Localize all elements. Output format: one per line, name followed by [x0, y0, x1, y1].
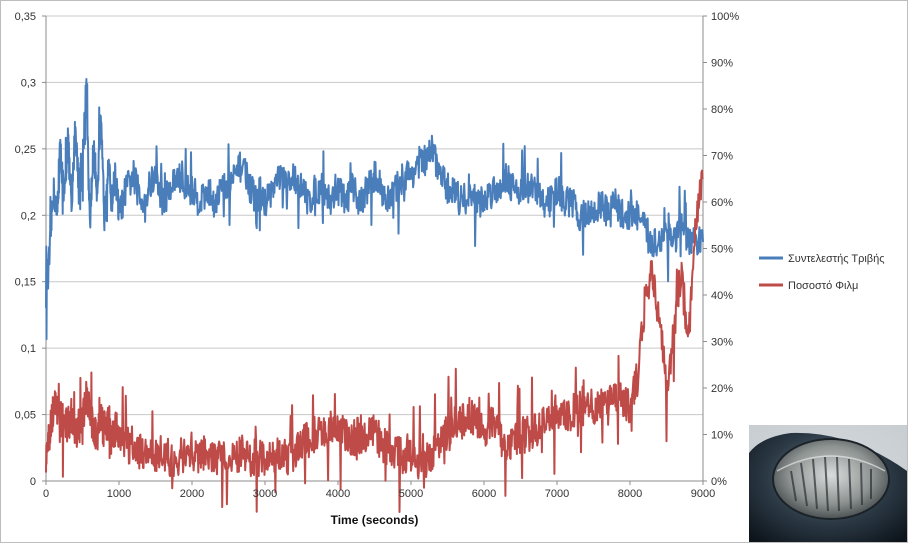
y-left-tick-label: 0,2 — [21, 210, 36, 222]
x-tick-label: 6000 — [472, 488, 496, 500]
y-left-tick-label: 0,05 — [15, 410, 36, 422]
y-left-tick-label: 0,3 — [21, 77, 36, 89]
x-tick-label: 2000 — [180, 488, 204, 500]
tick-labels: 0 0,05 0,1 0,15 0,2 0,25 0,3 0,35 0% 10% 20% 30% 40%… — [15, 11, 740, 500]
x-tick-label: 5000 — [399, 488, 423, 500]
y-left-tick-label: 0,25 — [15, 144, 36, 156]
x-tick-label: 8000 — [618, 488, 642, 500]
y-right-tick-label: 10% — [711, 430, 733, 442]
legend-label-1: Συντελεστής Τριβής — [788, 253, 885, 265]
legend: Συντελεστής Τριβής Ποσοστό Φιλμ — [759, 253, 885, 292]
y-right-tick-label: 30% — [711, 337, 733, 349]
series-line-1 — [45, 78, 704, 341]
legend-label-2: Ποσοστό Φιλμ — [788, 280, 858, 292]
y-left-tick-label: 0 — [30, 476, 36, 488]
y-right-tick-label: 0% — [711, 476, 727, 488]
y-right-tick-label: 60% — [711, 197, 733, 209]
series-line-2 — [45, 169, 704, 513]
x-tick-label: 7000 — [545, 488, 569, 500]
y-right-tick-label: 70% — [711, 151, 733, 163]
x-axis-title: Time (seconds) — [331, 513, 419, 527]
x-tick-label: 4000 — [326, 488, 350, 500]
x-tick-label: 0 — [43, 488, 49, 500]
y-right-tick-label: 50% — [711, 244, 733, 256]
x-tick-label: 1000 — [107, 488, 131, 500]
y-right-tick-label: 20% — [711, 383, 733, 395]
y-left-tick-label: 0,15 — [15, 277, 36, 289]
y-right-tick-label: 90% — [711, 58, 733, 70]
wear-scar-photo — [749, 425, 907, 542]
x-tick-label: 9000 — [691, 488, 715, 500]
y-right-tick-label: 40% — [711, 290, 733, 302]
y-right-tick-label: 100% — [711, 11, 739, 23]
series-layer — [45, 78, 704, 513]
y-left-tick-label: 0,35 — [15, 11, 36, 23]
x-tick-label: 3000 — [253, 488, 277, 500]
y-right-tick-label: 80% — [711, 104, 733, 116]
y-left-tick-label: 0,1 — [21, 343, 36, 355]
